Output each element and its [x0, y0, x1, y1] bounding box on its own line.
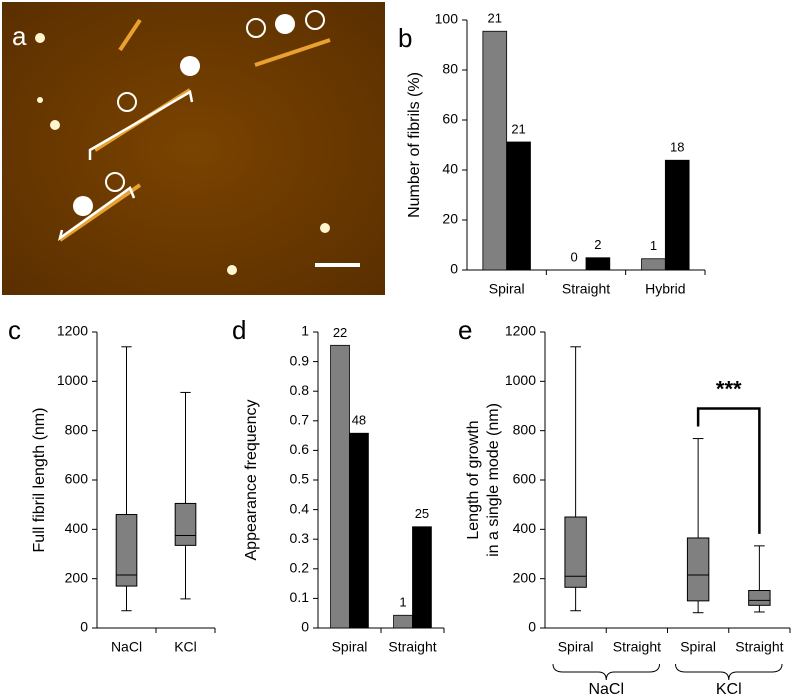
box [686, 537, 710, 602]
bar [412, 526, 432, 629]
y-axis-label: Full fibril length (nm) [31, 408, 48, 553]
x-tick-label: Spiral [489, 281, 525, 297]
y-tick-label: 20 [442, 211, 458, 227]
panel-letter: d [232, 315, 246, 345]
group-brace [552, 663, 660, 681]
y-tick-label: 0.5 [290, 471, 310, 487]
panel-letter: a [12, 21, 27, 51]
y-tick-label: 800 [513, 421, 537, 437]
count-label: 21 [488, 11, 502, 26]
y-tick-label: 1000 [57, 372, 88, 388]
count-label: 1 [650, 238, 657, 253]
y-tick-label: 800 [65, 421, 89, 437]
y-tick-label: 0.1 [290, 589, 310, 605]
y-axis-label: Number of fibrils (%) [406, 72, 423, 218]
y-tick-label: 0.3 [290, 530, 310, 546]
count-label: 18 [670, 140, 684, 155]
box [748, 590, 771, 606]
bar [330, 344, 350, 629]
x-tick-label: Straight [388, 639, 436, 655]
x-tick-label: Straight [735, 639, 783, 655]
box [564, 516, 587, 588]
panel-letter: b [398, 23, 412, 53]
y-tick-label: 80 [442, 61, 458, 77]
y-tick-label: 0 [301, 619, 309, 635]
y-tick-label: 200 [513, 569, 537, 585]
x-tick-label: KCl [174, 639, 197, 655]
y-tick-label: 400 [513, 520, 537, 536]
count-label: 22 [333, 325, 347, 340]
count-label: 48 [352, 413, 366, 428]
y-tick-label: 60 [442, 111, 458, 127]
x-tick-label: Spiral [680, 639, 716, 655]
y-tick-label: 0 [528, 619, 536, 635]
bar [349, 432, 369, 629]
significance-label: *** [716, 376, 742, 401]
y-tick-label: 100 [435, 11, 459, 27]
count-label: 2 [594, 237, 601, 252]
y-tick-label: 1 [301, 323, 309, 339]
y-tick-label: 400 [65, 520, 89, 536]
panel-letter: e [458, 315, 472, 345]
count-label: 0 [570, 249, 577, 264]
count-label: 21 [511, 121, 525, 136]
y-tick-label: 0.4 [290, 500, 310, 516]
count-label: 25 [415, 506, 429, 521]
y-tick-label: 600 [513, 471, 537, 487]
x-tick-label: Hybrid [645, 281, 685, 297]
y-tick-label: 1200 [505, 323, 536, 339]
bar [641, 258, 666, 271]
x-tick-label: Straight [613, 639, 661, 655]
x-tick-label: Straight [562, 281, 610, 297]
bar [482, 30, 508, 271]
group-label: NaCl [588, 681, 624, 698]
y-tick-label: 600 [65, 471, 89, 487]
significance-bracket [696, 407, 761, 534]
bar [664, 159, 690, 271]
bar [506, 141, 531, 271]
y-tick-label: 40 [442, 161, 458, 177]
y-tick-label: 0 [80, 619, 88, 635]
y-axis-label: Length of growth [465, 420, 482, 539]
y-tick-label: 0 [450, 261, 458, 277]
count-label: 1 [399, 595, 406, 610]
box [174, 502, 197, 546]
y-axis-label: in a single mode (nm) [485, 403, 502, 557]
x-tick-label: Spiral [332, 639, 368, 655]
group-brace [675, 663, 783, 681]
x-tick-label: NaCl [111, 639, 142, 655]
y-tick-label: 0.6 [290, 441, 310, 457]
y-tick-label: 0.9 [290, 352, 310, 368]
y-tick-label: 1000 [505, 372, 536, 388]
y-tick-label: 1200 [57, 323, 88, 339]
y-tick-label: 0.7 [290, 412, 310, 428]
group-label: KCl [716, 681, 742, 698]
y-axis-label: Appearance frequency [243, 400, 260, 561]
y-tick-label: 200 [65, 569, 89, 585]
bar [393, 614, 413, 629]
x-tick-label: Spiral [558, 639, 594, 655]
y-tick-label: 0.2 [290, 560, 310, 576]
afm-image [2, 2, 385, 295]
box [115, 514, 138, 587]
panel-letter: c [8, 315, 21, 345]
y-tick-label: 0.8 [290, 382, 310, 398]
bar [585, 257, 611, 271]
